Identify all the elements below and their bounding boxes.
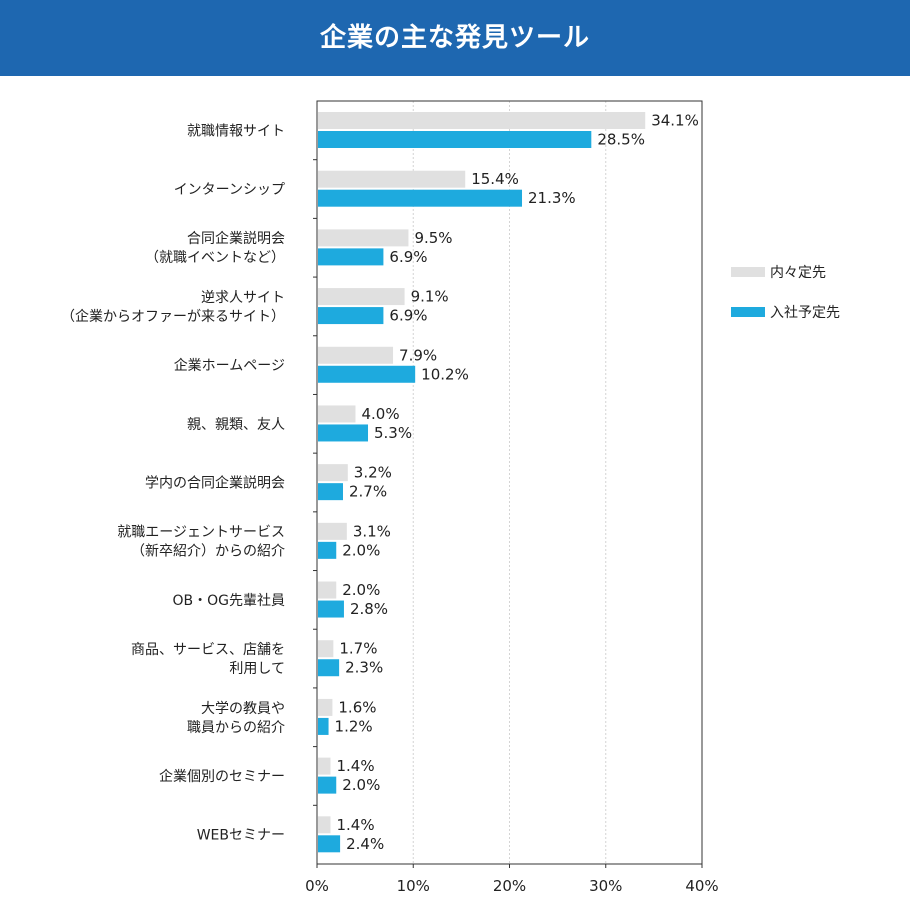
data-label: 1.2% (335, 717, 373, 735)
data-label: 6.9% (389, 307, 427, 325)
data-label: 15.4% (471, 170, 519, 188)
data-label: 3.2% (354, 464, 392, 482)
x-tick-label: 10% (397, 877, 430, 895)
page-title: 企業の主な発見ツール (319, 23, 590, 53)
bar-nyushayoteisaki (318, 424, 369, 442)
bar-naishinteisaki (318, 170, 466, 188)
data-label: 2.4% (346, 835, 384, 853)
category-label: 学内の合同企業説明会 (145, 475, 285, 492)
category-label: インターンシップ (174, 182, 285, 198)
category-label: 就職エージェントサービス (117, 525, 285, 541)
category-label: 利用して (229, 661, 285, 677)
bar-naishinteisaki (318, 816, 331, 834)
bar-naishinteisaki (318, 464, 348, 482)
data-label: 1.4% (336, 757, 374, 775)
category-label: （新卒紹介）からの紹介 (131, 544, 285, 560)
data-label: 34.1% (651, 112, 699, 130)
data-label: 1.6% (338, 698, 376, 716)
bar-naishinteisaki (318, 581, 337, 599)
bar-nyushayoteisaki (318, 776, 337, 794)
x-tick-label: 0% (305, 877, 329, 895)
bar-nyushayoteisaki (318, 659, 340, 677)
category-label: 親、親類、友人 (187, 417, 285, 433)
header-banner (0, 0, 910, 76)
category-label: 就職情報サイト (187, 123, 285, 139)
category-label: （就職イベントなど） (145, 250, 285, 266)
data-label: 1.4% (336, 816, 374, 834)
bar-naishinteisaki (318, 698, 333, 716)
category-label: 企業個別のセミナー (159, 768, 285, 785)
bar-nyushayoteisaki (318, 600, 344, 618)
category-label: 企業ホームページ (174, 357, 285, 374)
bar-naishinteisaki (318, 757, 331, 775)
data-label: 5.3% (374, 424, 412, 442)
data-label: 7.9% (399, 346, 437, 364)
bar-nyushayoteisaki (318, 365, 416, 383)
bar-naishinteisaki (318, 522, 347, 540)
category-label: WEBセミナー (197, 828, 285, 844)
data-label: 2.3% (345, 659, 383, 677)
legend-swatch-naishinteisaki (731, 267, 765, 277)
legend-swatch-nyushayoteisaki (731, 307, 765, 317)
data-label: 2.7% (349, 483, 387, 501)
legend-label: 内々定先 (770, 265, 826, 281)
bar-nyushayoteisaki (318, 483, 343, 501)
category-label: 職員からの紹介 (187, 720, 285, 736)
bar-nyushayoteisaki (318, 131, 592, 148)
bar-naishinteisaki (318, 229, 409, 247)
data-label: 2.0% (342, 776, 380, 794)
x-tick-label: 40% (685, 877, 718, 895)
bar-naishinteisaki (318, 288, 405, 306)
data-label: 3.1% (353, 522, 391, 540)
bar-naishinteisaki (318, 405, 356, 423)
data-label: 2.0% (342, 581, 380, 599)
bar-nyushayoteisaki (318, 248, 384, 266)
bar-nyushayoteisaki (318, 717, 329, 735)
data-label: 10.2% (421, 365, 469, 383)
category-label: 大学の教員や (201, 701, 285, 717)
bar-naishinteisaki (318, 640, 334, 658)
x-tick-label: 30% (589, 877, 622, 895)
legend-label: 入社予定先 (770, 305, 840, 321)
data-label: 2.0% (342, 541, 380, 559)
data-label: 4.0% (362, 405, 400, 423)
data-label: 28.5% (597, 131, 645, 149)
category-label: （企業からオファーが来るサイト） (61, 308, 285, 325)
category-label: 合同企業説明会 (187, 230, 285, 247)
bar-nyushayoteisaki (318, 541, 337, 559)
data-label: 1.7% (339, 640, 377, 658)
category-label: OB・OG先輩社員 (173, 593, 286, 609)
data-label: 9.5% (414, 229, 452, 247)
bar-naishinteisaki (318, 346, 394, 364)
bar-nyushayoteisaki (318, 307, 384, 325)
bar-nyushayoteisaki (318, 189, 523, 207)
bar-nyushayoteisaki (318, 835, 341, 853)
data-label: 21.3% (528, 189, 576, 207)
data-label: 6.9% (389, 248, 427, 266)
category-label: 逆求人サイト (201, 290, 285, 306)
bar-naishinteisaki (318, 112, 646, 129)
x-tick-label: 20% (493, 877, 526, 895)
category-label: 商品、サービス、店舗を (131, 642, 285, 658)
data-label: 2.8% (350, 600, 388, 618)
data-label: 9.1% (411, 288, 449, 306)
